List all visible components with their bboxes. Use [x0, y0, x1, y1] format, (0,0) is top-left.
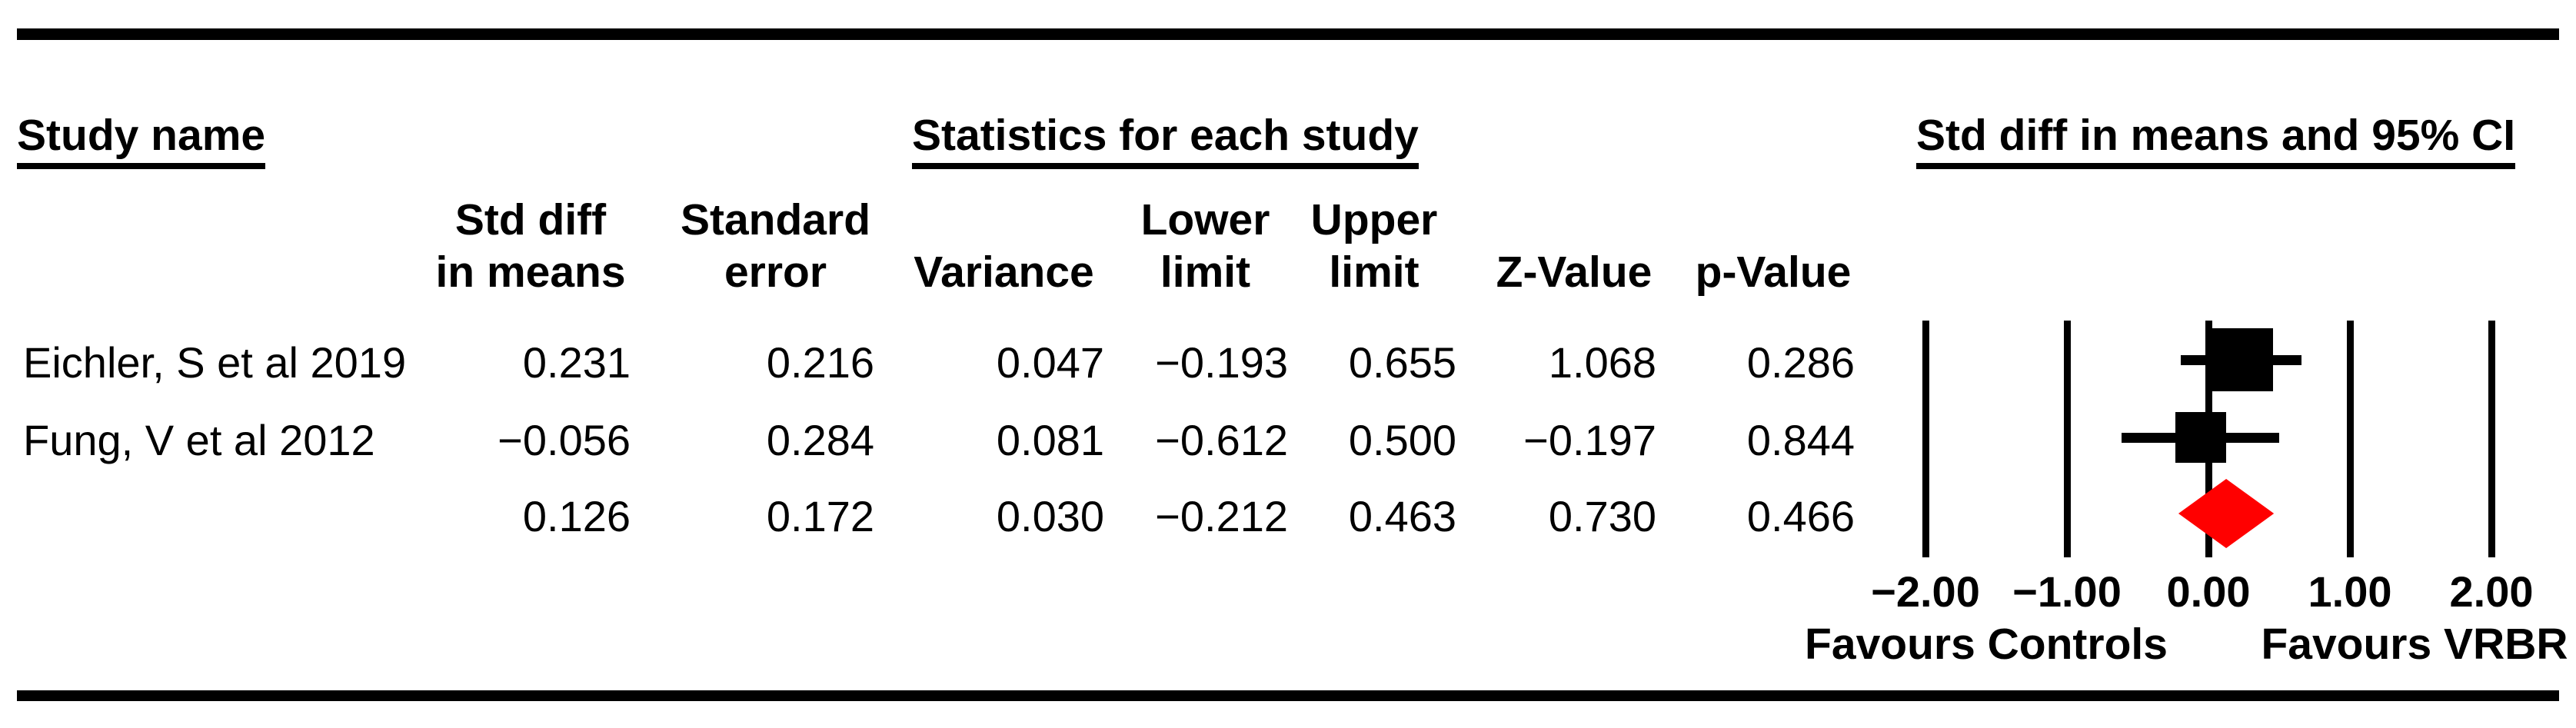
- z-value-cell: 0.730: [1548, 492, 1656, 540]
- column-header-line1: Lower: [1140, 195, 1270, 244]
- z-value-cell: 1.068: [1548, 338, 1656, 387]
- favours-left-label: Favours Controls: [1805, 620, 2168, 669]
- column-header-line1: Standard: [680, 195, 871, 244]
- summary-diamond-marker: [2178, 479, 2275, 548]
- table-row: Eichler, S et al 2019 0.231 0.216 0.047 …: [0, 336, 2576, 390]
- column-header-line2: limit: [1160, 248, 1251, 297]
- column-header-line2: Variance: [914, 248, 1094, 297]
- plot-header-text: Std diff in means and 95% CI: [1916, 112, 2516, 169]
- column-header-line1: Std diff: [454, 195, 607, 244]
- table-row-summary: 0.126 0.172 0.030 −0.212 0.463 0.730 0.4…: [0, 490, 2576, 544]
- study-name-cell: Fung, V et al 2012: [23, 416, 375, 464]
- top-rule-bar: [17, 28, 2559, 40]
- upper-limit-cell: 0.655: [1348, 338, 1456, 387]
- column-header-std-diff: Std diff in means: [431, 194, 631, 301]
- axis-tick-label: 2.00: [2449, 567, 2534, 616]
- study-point-marker: [2175, 412, 2226, 463]
- study-name-header: Study name: [17, 112, 266, 169]
- p-value-cell: 0.286: [1746, 338, 1855, 387]
- study-name-header-text: Study name: [17, 112, 266, 169]
- lower-limit-cell: −0.212: [1155, 492, 1288, 540]
- lower-limit-cell: −0.612: [1155, 416, 1288, 464]
- axis-tick-label: 1.00: [2308, 567, 2392, 616]
- variance-cell: 0.081: [996, 416, 1104, 464]
- favours-right-label: Favours VRBR: [2261, 620, 2568, 669]
- column-header-standard-error: Standard error: [677, 194, 874, 301]
- study-point-marker: [2209, 328, 2273, 391]
- plot-header: Std diff in means and 95% CI: [1916, 112, 2516, 169]
- table-row: Fung, V et al 2012 −0.056 0.284 0.081 −0…: [0, 414, 2576, 467]
- upper-limit-cell: 0.463: [1348, 492, 1456, 540]
- p-value-cell: 0.844: [1746, 416, 1855, 464]
- standard-error-cell: 0.216: [766, 338, 874, 387]
- upper-limit-cell: 0.500: [1348, 416, 1456, 464]
- column-header-z-value: Z-Value: [1492, 194, 1656, 301]
- statistics-header: Statistics for each study: [912, 112, 1419, 169]
- column-header-p-value: p-Value: [1692, 194, 1855, 301]
- variance-cell: 0.030: [996, 492, 1104, 540]
- column-header-line2: in means: [435, 248, 626, 297]
- std-diff-cell: 0.126: [522, 492, 631, 540]
- axis-tick-label: 0.00: [2166, 567, 2251, 616]
- axis-tick-label: −1.00: [2012, 567, 2122, 616]
- z-value-cell: −0.197: [1523, 416, 1656, 464]
- axis-gridline: [1922, 321, 1929, 557]
- column-header-line2: limit: [1329, 248, 1419, 297]
- column-header-variance: Variance: [904, 194, 1104, 301]
- axis-tick-label: −2.00: [1871, 567, 1980, 616]
- column-header-line2: p-Value: [1695, 248, 1852, 297]
- column-header-upper-limit: Upper limit: [1292, 194, 1456, 301]
- column-header-line2: Z-Value: [1496, 248, 1652, 297]
- p-value-cell: 0.466: [1746, 492, 1855, 540]
- axis-gridline: [2488, 321, 2495, 557]
- bottom-rule-bar: [17, 690, 2559, 701]
- statistics-header-text: Statistics for each study: [912, 112, 1419, 169]
- column-header-lower-limit: Lower limit: [1123, 194, 1288, 301]
- standard-error-cell: 0.284: [766, 416, 874, 464]
- std-diff-cell: 0.231: [522, 338, 631, 387]
- axis-gridline: [2346, 321, 2354, 557]
- axis-gridline: [2063, 321, 2071, 557]
- study-name-cell: Eichler, S et al 2019: [23, 338, 407, 387]
- lower-limit-cell: −0.193: [1155, 338, 1288, 387]
- variance-cell: 0.047: [996, 338, 1104, 387]
- column-header-line2: error: [724, 248, 827, 297]
- standard-error-cell: 0.172: [766, 492, 874, 540]
- column-header-line1: Upper: [1310, 195, 1438, 244]
- std-diff-cell: −0.056: [498, 416, 631, 464]
